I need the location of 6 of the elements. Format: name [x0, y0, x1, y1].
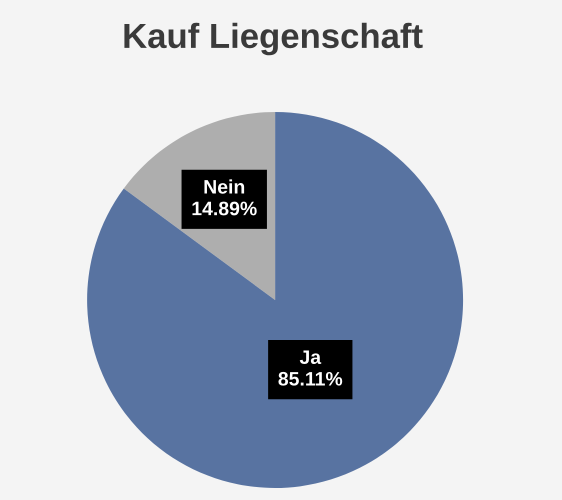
- chart-title: Kauf Liegenschaft: [124, 22, 423, 56]
- data-label: 85.11%: [278, 372, 342, 386]
- slice-label: Nein: [204, 179, 244, 194]
- slice-label: Ja: [300, 350, 322, 364]
- data-label: 14.89%: [192, 202, 257, 216]
- pie-slice: [87, 112, 464, 488]
